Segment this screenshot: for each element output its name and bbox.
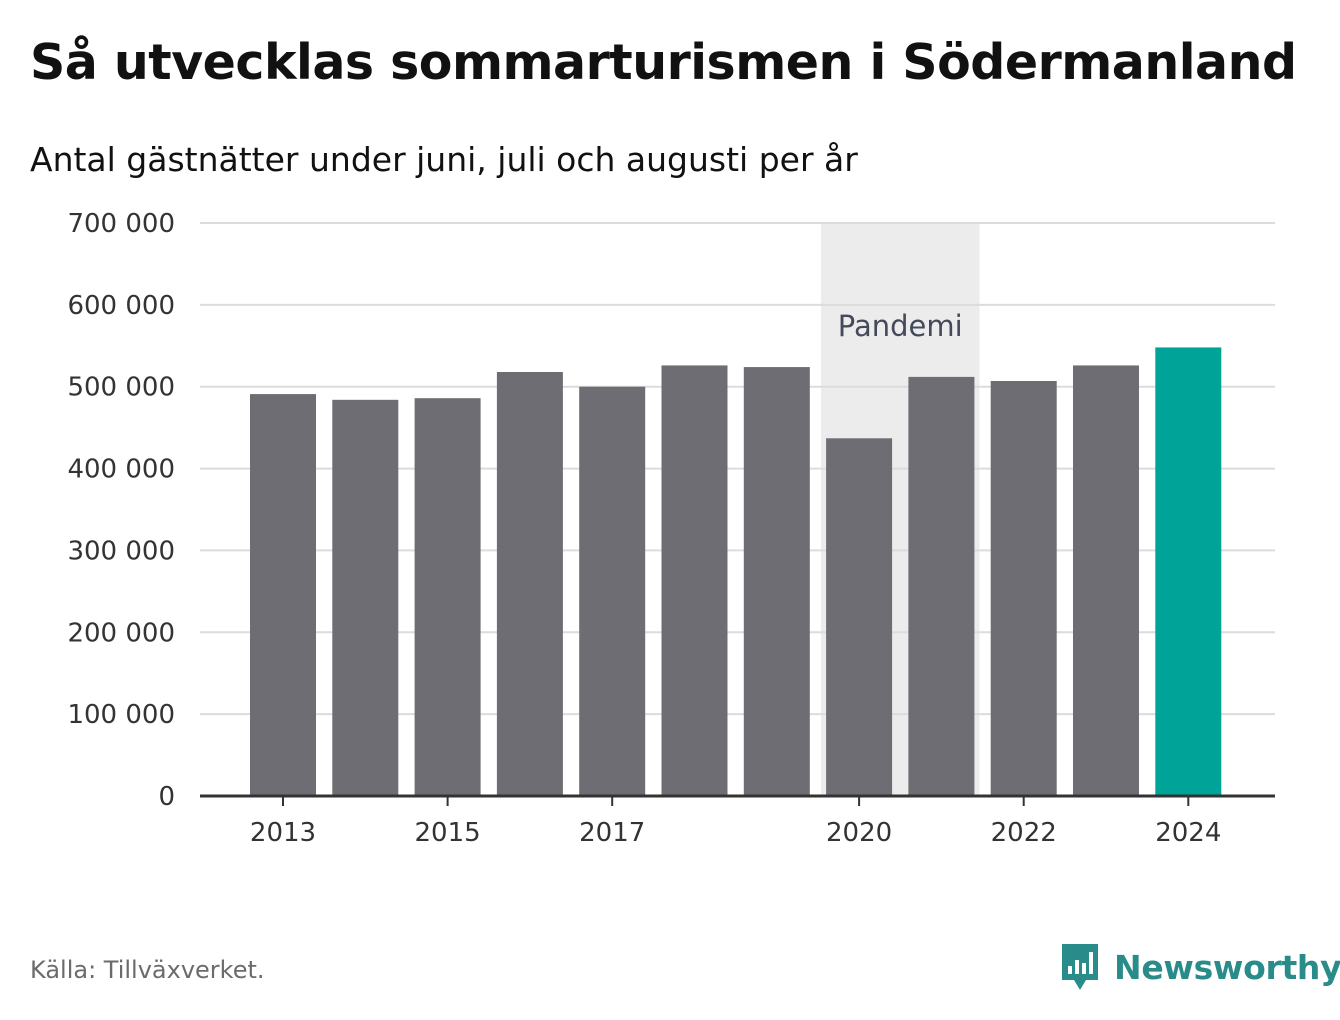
annotation-layer: Pandemi (838, 309, 963, 343)
bar-2021 (908, 376, 975, 796)
bar-2023 (1073, 365, 1139, 796)
y-tick-label: 400 000 (67, 455, 175, 485)
chart-subtitle: Antal gästnätter under juni, juli och au… (30, 140, 858, 179)
x-axis-labels: 2013 2015 2017 2020 2022 2024 (250, 818, 1221, 848)
bar-2019 (743, 367, 810, 796)
brand-logo: Newsworthy (1060, 940, 1340, 994)
x-tick-label: 2015 (415, 818, 481, 848)
bar-2017 (579, 386, 646, 796)
bar-2018 (661, 365, 728, 796)
brand-name: Newsworthy (1114, 947, 1340, 987)
bar-chart-speech-bubble-icon (1062, 944, 1098, 990)
bar-2016 (496, 371, 563, 796)
x-tick-label: 2013 (250, 818, 316, 848)
y-tick-label: 100 000 (67, 700, 175, 730)
bar-2014 (332, 399, 399, 796)
y-axis-labels: 0 100 000 200 000 300 000 400 000 500 000 600 … (67, 209, 175, 812)
y-tick-label: 600 000 (67, 291, 175, 321)
y-tick-label: 500 000 (67, 373, 175, 403)
x-tick-label: 2024 (1155, 818, 1221, 848)
source-note: Källa: Tillväxverket. (30, 956, 265, 984)
pandemic-label: Pandemi (838, 309, 963, 343)
x-axis (200, 794, 1275, 806)
y-tick-label: 200 000 (67, 618, 175, 648)
x-tick-label: 2022 (991, 818, 1057, 848)
bar-2013 (250, 394, 316, 796)
y-tick-label: 700 000 (67, 209, 175, 239)
bar-2020 (826, 438, 893, 796)
bar-chart: 0 100 000 200 000 300 000 400 000 500 000 600 … (67, 209, 1275, 848)
bar-2024 (1155, 347, 1222, 796)
bars (250, 347, 1222, 796)
bar-2022 (990, 380, 1057, 796)
chart-title: Så utvecklas sommarturismen i Södermanla… (30, 34, 1297, 91)
y-tick-label: 0 (158, 782, 175, 812)
bar-2015 (414, 398, 481, 796)
x-tick-label: 2020 (826, 818, 892, 848)
x-tick-label: 2017 (579, 818, 645, 848)
y-tick-label: 300 000 (67, 536, 175, 566)
